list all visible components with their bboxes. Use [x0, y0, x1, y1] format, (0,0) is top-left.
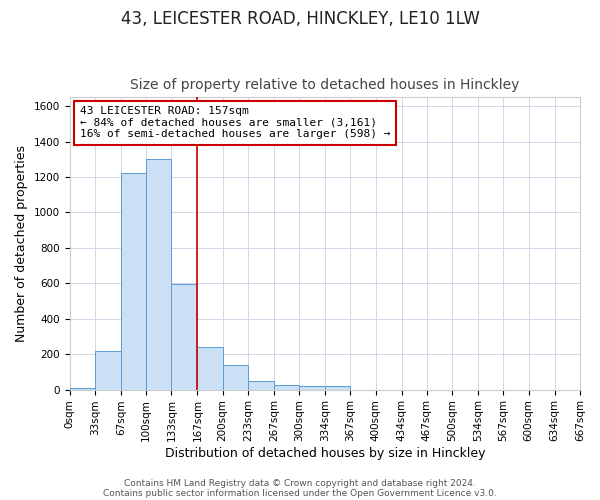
- Bar: [325, 386, 350, 390]
- Y-axis label: Number of detached properties: Number of detached properties: [15, 145, 28, 342]
- Bar: [95, 350, 121, 390]
- Title: Size of property relative to detached houses in Hinckley: Size of property relative to detached ho…: [130, 78, 520, 92]
- Bar: [274, 384, 299, 390]
- Text: Contains public sector information licensed under the Open Government Licence v3: Contains public sector information licen…: [103, 488, 497, 498]
- Bar: [121, 172, 146, 390]
- X-axis label: Distribution of detached houses by size in Hinckley: Distribution of detached houses by size …: [164, 447, 485, 460]
- Text: 43 LEICESTER ROAD: 157sqm
← 84% of detached houses are smaller (3,161)
16% of se: 43 LEICESTER ROAD: 157sqm ← 84% of detac…: [80, 106, 390, 140]
- Bar: [70, 388, 95, 390]
- Bar: [248, 380, 274, 390]
- Bar: [146, 160, 172, 390]
- Text: Contains HM Land Registry data © Crown copyright and database right 2024.: Contains HM Land Registry data © Crown c…: [124, 478, 476, 488]
- Text: 43, LEICESTER ROAD, HINCKLEY, LE10 1LW: 43, LEICESTER ROAD, HINCKLEY, LE10 1LW: [121, 10, 479, 28]
- Bar: [223, 365, 248, 390]
- Bar: [172, 284, 197, 390]
- Bar: [197, 347, 223, 390]
- Bar: [299, 386, 325, 390]
